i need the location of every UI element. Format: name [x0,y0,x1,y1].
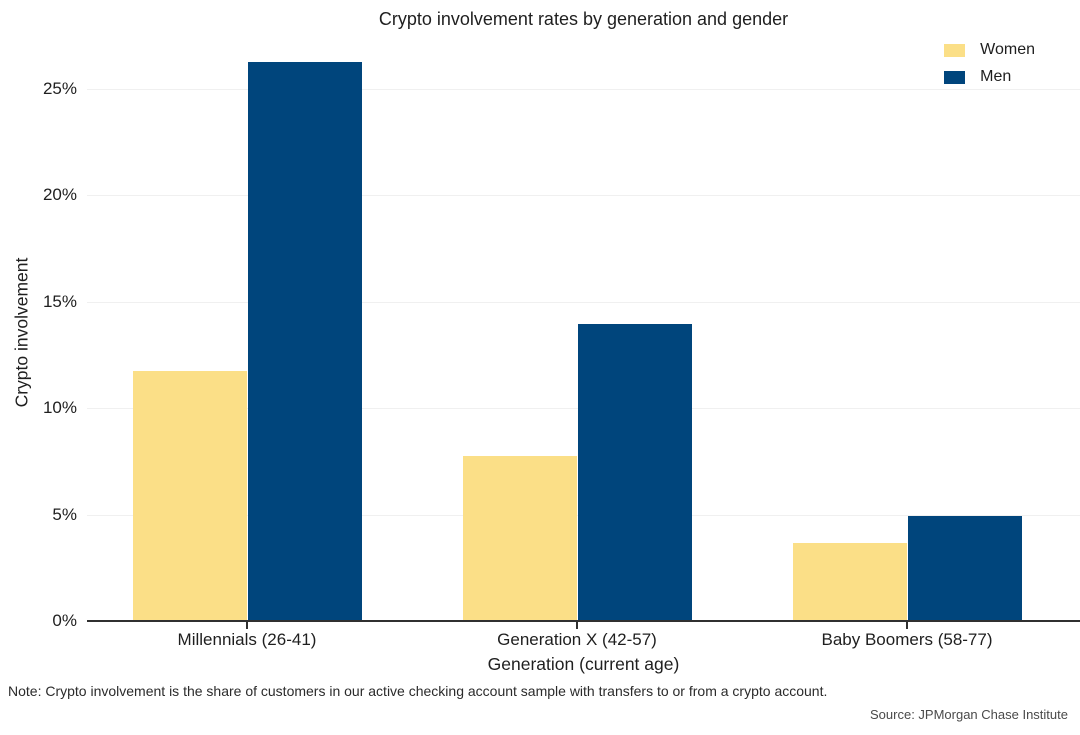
x-tick-mark [906,622,908,629]
gridline-20% [87,195,1080,197]
y-tick-label: 25% [42,79,77,98]
chart-footnote: Note: Crypto involvement is the share of… [8,683,828,699]
y-tick-label: 20% [42,185,77,205]
legend-item-women: Women [944,41,1035,59]
bar-women-1 [133,370,247,622]
y-tick-label: 5% [52,504,77,524]
bar-men-2 [578,324,692,622]
x-category-label: Generation X (42-57) [497,630,657,649]
legend-label: Women [980,41,1035,58]
x-tick-mark [246,622,248,629]
chart-title: Crypto involvement rates by generation a… [378,9,789,29]
chart-source: Source: JPMorgan Chase Institute [870,707,1068,722]
bar-women-3 [793,543,907,622]
y-tick-label: 10% [42,398,77,418]
bar-men-1 [248,62,362,622]
legend-swatch-women [944,43,966,57]
gridline-15% [87,301,1080,303]
legend-label: Men [980,68,1012,85]
y-tick-label: 15% [42,291,77,311]
legend-item-men: Men [944,68,1035,86]
gridline-25% [87,89,1080,90]
x-axis-line [87,620,1080,622]
x-tick-mark [576,622,578,629]
bar-women-2 [463,456,577,622]
legend-swatch-men [944,70,966,84]
x-axis-title: Generation (current age) [487,654,680,674]
y-axis-title: Crypto involvement [11,257,32,408]
x-category-label: Millennials (26-41) [177,630,317,649]
bar-men-3 [908,515,1022,622]
x-category-label: Baby Boomers (58-77) [821,630,993,649]
y-tick-label: 0% [52,611,77,630]
chart-legend: Women Men [944,41,1035,86]
